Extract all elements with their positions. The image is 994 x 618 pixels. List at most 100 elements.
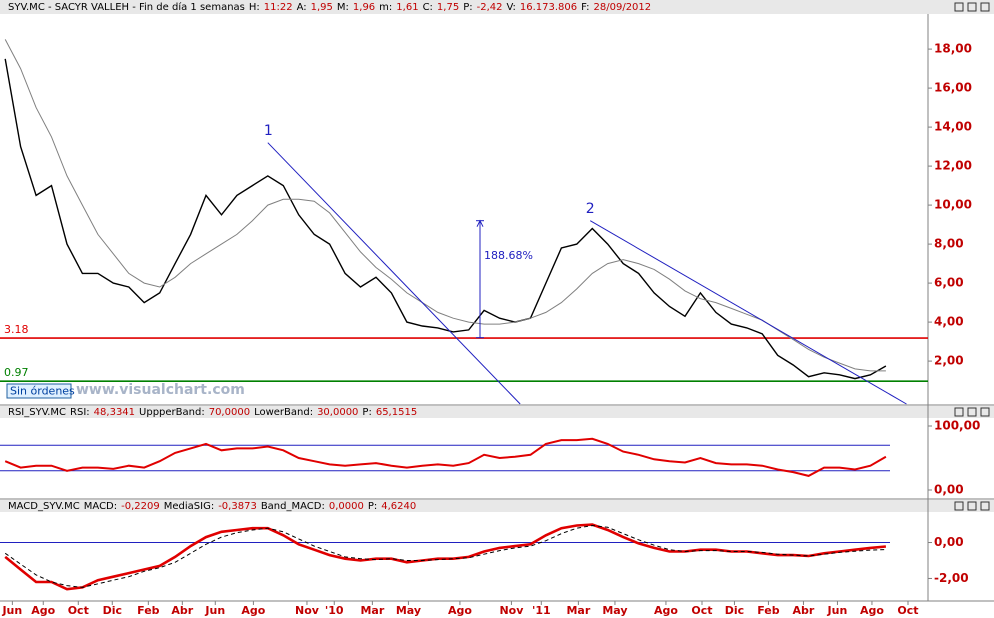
header-part: P: — [368, 501, 377, 512]
header-part: -0,2209 — [121, 501, 160, 512]
window-buttons — [954, 2, 990, 511]
x-tick-label: Ago — [654, 604, 678, 617]
y-tick-label: 4,00 — [934, 315, 964, 329]
header-part: P: — [463, 2, 472, 13]
x-tick-label: Jun — [204, 604, 225, 617]
price-header-bar — [0, 0, 994, 14]
header-part: 11:22 — [264, 2, 293, 13]
x-tick-label: Abr — [171, 604, 193, 617]
x-tick-label: Mar — [566, 604, 590, 617]
x-tick-label: May — [396, 604, 421, 617]
rsi-header-bar — [0, 406, 994, 418]
x-tick-label: Jun — [1, 604, 22, 617]
header-part: UppperBand: — [139, 407, 205, 418]
x-tick-label: '10 — [325, 604, 344, 617]
annotation: 2 — [586, 201, 595, 217]
x-tick-label: Jun — [827, 604, 848, 617]
header-part: 65,1515 — [376, 407, 417, 418]
y-tick-label: 100,00 — [934, 419, 980, 433]
x-tick-label: Feb — [757, 604, 780, 617]
minimize-button[interactable] — [954, 501, 964, 511]
badge-box — [6, 383, 72, 399]
header-part: V: — [506, 2, 515, 13]
x-tick-label: Nov — [295, 604, 320, 617]
header-part: 1,61 — [396, 2, 418, 13]
measure-label: 188.68% — [484, 249, 533, 262]
y-tick-label: 2,00 — [934, 354, 964, 368]
badge: Sin órdenes — [10, 385, 75, 398]
trendline — [589, 220, 907, 405]
x-tick-label: Ago — [448, 604, 472, 617]
header-part: 16.173.806 — [520, 2, 577, 13]
header-part: 4,6240 — [381, 501, 416, 512]
trendline — [267, 142, 521, 405]
y-tick-label: 10,00 — [934, 198, 972, 212]
close-button[interactable] — [980, 501, 990, 511]
header-part: 1,96 — [353, 2, 375, 13]
maximize-button[interactable] — [967, 407, 977, 417]
header-part: MACD: — [84, 501, 117, 512]
header-part: m: — [379, 2, 392, 13]
header-part: SYV.MC - SACYR VALLEH - Fin de día 1 sem… — [8, 1, 245, 13]
close-button[interactable] — [980, 407, 990, 417]
header-part: 28/09/2012 — [594, 2, 652, 13]
y-tick-label: 14,00 — [934, 120, 972, 134]
annotation: 1 — [264, 123, 273, 139]
x-tick-label: Dic — [725, 604, 744, 617]
header-part: -0,3873 — [218, 501, 257, 512]
header-part: RSI_SYV.MC — [8, 407, 66, 418]
y-tick-label: 16,00 — [934, 81, 972, 95]
header-part: 48,3341 — [94, 407, 135, 418]
header-part: 1,95 — [311, 2, 333, 13]
header-part: 70,0000 — [209, 407, 250, 418]
x-tick-label: Oct — [897, 604, 918, 617]
minimize-button[interactable] — [954, 407, 964, 417]
header-part: LowerBand: — [254, 407, 313, 418]
maximize-button[interactable] — [967, 501, 977, 511]
header-part: RSI: — [70, 407, 90, 418]
x-tick-label: Ago — [31, 604, 55, 617]
y-tick-label: 0,00 — [934, 483, 964, 497]
maximize-button[interactable] — [967, 2, 977, 12]
y-tick-label: 18,00 — [934, 42, 972, 56]
measure-arrow — [476, 219, 484, 227]
header-part: 30,0000 — [317, 407, 358, 418]
panel-header: SYV.MC - SACYR VALLEH - Fin de día 1 sem… — [8, 1, 651, 13]
header-part: H: — [249, 2, 260, 13]
panel-header: MACD_SYV.MC MACD: -0,2209 MediaSIG: -0,3873 B… — [8, 501, 416, 512]
x-tick-label: Ago — [860, 604, 884, 617]
x-tick-label: Oct — [691, 604, 712, 617]
x-tick-label: Ago — [241, 604, 265, 617]
y-tick-label: -2,00 — [934, 571, 969, 585]
watermark: www.visualchart.com — [76, 382, 245, 398]
x-tick-label: Feb — [137, 604, 160, 617]
reference-label: 3.18 — [4, 323, 29, 336]
series-line — [4, 58, 887, 380]
y-tick-label: 6,00 — [934, 276, 964, 290]
header-part: P: — [362, 407, 371, 418]
header-part: A: — [297, 2, 307, 13]
y-tick-label: 0,00 — [934, 535, 964, 549]
macd-header-bar — [0, 500, 994, 512]
x-tick-label: Oct — [68, 604, 89, 617]
header-part: M: — [337, 2, 349, 13]
x-tick-label: Mar — [360, 604, 384, 617]
header-part: 0,0000 — [329, 501, 364, 512]
series-line — [4, 524, 886, 588]
minimize-button[interactable] — [954, 2, 964, 12]
x-tick-label: Abr — [793, 604, 815, 617]
header-part: 1,75 — [437, 2, 459, 13]
header-part: MediaSIG: — [164, 501, 214, 512]
reference-label: 0.97 — [4, 366, 29, 379]
y-tick-label: 12,00 — [934, 159, 972, 173]
header-part: C: — [423, 2, 433, 13]
y-tick-label: 8,00 — [934, 237, 964, 251]
header-part: F: — [581, 2, 589, 13]
close-button[interactable] — [980, 2, 990, 12]
x-tick-label: May — [602, 604, 627, 617]
x-tick-label: Dic — [103, 604, 122, 617]
series-line — [4, 437, 887, 477]
